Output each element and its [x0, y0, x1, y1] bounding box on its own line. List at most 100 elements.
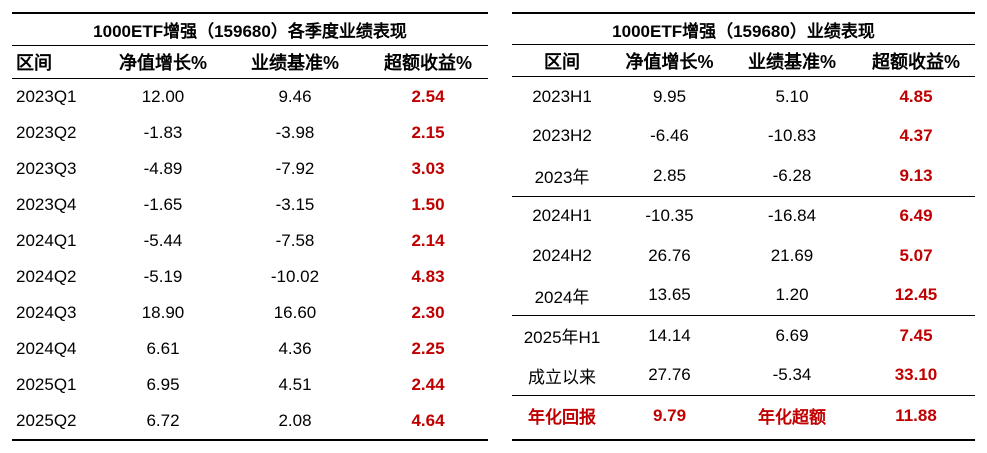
period-cell: 2024Q2: [16, 267, 77, 286]
nav-growth-cell: 6.72: [146, 411, 180, 430]
halfyear-table-title: 1000ETF增强（159680）业绩表现: [612, 21, 875, 41]
period-cell: 2023Q1: [16, 87, 77, 106]
benchmark-cell: 5.10: [775, 86, 809, 106]
nav-growth-cell: -10.35: [645, 206, 694, 226]
benchmark-cell: -5.34: [772, 365, 812, 385]
table-row: 2023Q1 12.00 9.46 2.54: [12, 79, 488, 115]
excess-return-cell: 2.44: [411, 375, 445, 394]
excess-return-cell: 2.30: [411, 303, 445, 322]
excess-return-cell: 5.07: [899, 245, 933, 265]
nav-growth-cell: 9.95: [652, 86, 687, 106]
header-excess-return: 超额收益%: [383, 53, 472, 73]
period-cell: 2025Q2: [16, 411, 77, 430]
halfyear-performance-table: 1000ETF增强（159680）业绩表现 区间 净值增长% 业绩基准% 超额收…: [512, 12, 975, 441]
nav-growth-cell: -1.83: [143, 123, 183, 142]
excess-return-cell: 9.13: [899, 165, 933, 185]
benchmark-cell: 2.08: [278, 411, 312, 430]
excess-return-cell: 7.45: [899, 325, 933, 345]
excess-return-cell: 2.54: [411, 87, 445, 106]
excess-return-cell: 4.85: [899, 86, 933, 106]
header-interval: 区间: [16, 53, 52, 73]
quarterly-table-title: 1000ETF增强（159680）各季度业绩表现: [93, 22, 407, 41]
benchmark-cell: -10.83: [767, 126, 817, 146]
nav-growth-cell: -4.89: [143, 159, 183, 178]
header-interval: 区间: [544, 51, 580, 72]
nav-growth-cell: -5.19: [143, 267, 183, 286]
period-cell: 2023Q4: [16, 195, 77, 214]
period-cell: 2023Q2: [16, 123, 77, 142]
period-cell: 2024Q4: [16, 339, 77, 358]
table-row: 2024Q4 6.61 4.36 2.25: [12, 331, 488, 367]
period-cell: 2024H2: [532, 245, 592, 265]
benchmark-cell: -10.02: [270, 267, 320, 286]
benchmark-cell: 6.69: [775, 325, 809, 345]
annualized-return-value: 9.79: [652, 405, 687, 425]
benchmark-cell: 4.51: [278, 375, 312, 394]
table-row: 2023Q4 -1.65 -3.15 1.50: [12, 187, 488, 223]
nav-growth-cell: 6.95: [146, 375, 180, 394]
nav-growth-cell: -1.65: [143, 195, 183, 214]
header-benchmark: 业绩基准%: [250, 53, 339, 73]
benchmark-cell: 4.36: [278, 339, 312, 358]
benchmark-cell: -3.98: [275, 123, 315, 142]
nav-growth-cell: 18.90: [141, 303, 185, 322]
table-row: 2025Q2 6.72 2.08 4.64: [12, 403, 488, 439]
benchmark-cell: 21.69: [770, 245, 814, 265]
summary-row: 年化回报 9.79 年化超额 11.88: [512, 395, 975, 436]
table-row: 2024H1 -10.35 -16.84 6.49: [512, 195, 975, 237]
header-benchmark: 业绩基准%: [747, 51, 836, 72]
table-row: 2024年 13.65 1.20 12.45: [512, 276, 975, 316]
header-excess-return: 超额收益%: [871, 51, 960, 72]
excess-return-cell: 2.15: [411, 123, 445, 142]
period-cell: 2024年: [534, 287, 590, 307]
nav-growth-cell: -6.46: [650, 126, 689, 146]
table-row: 2023Q3 -4.89 -7.92 3.03: [12, 151, 488, 187]
excess-return-cell: 4.64: [411, 411, 445, 430]
period-cell: 2023H1: [532, 86, 592, 106]
excess-return-cell: 1.50: [411, 195, 445, 214]
nav-growth-cell: 27.76: [648, 365, 691, 385]
benchmark-cell: -7.92: [275, 159, 315, 178]
benchmark-cell: -6.28: [772, 165, 812, 185]
table-row: 成立以来 27.76 -5.34 33.10: [512, 356, 975, 396]
table-row: 2025Q1 6.95 4.51 2.44: [12, 367, 488, 403]
excess-return-cell: 4.83: [411, 267, 445, 286]
nav-growth-cell: 2.85: [652, 165, 687, 185]
annualized-excess-value: 11.88: [895, 405, 937, 425]
period-cell: 2023H2: [532, 126, 592, 146]
period-cell: 2023年: [534, 168, 590, 188]
period-cell: 2025Q1: [16, 375, 77, 394]
nav-growth-cell: 12.00: [141, 87, 185, 106]
excess-return-cell: 6.49: [899, 206, 933, 226]
period-cell: 2024Q3: [16, 303, 77, 322]
benchmark-cell: -7.58: [275, 231, 315, 250]
excess-return-cell: 12.45: [894, 285, 938, 305]
nav-growth-cell: -5.44: [143, 231, 183, 250]
excess-return-cell: 3.03: [411, 159, 445, 178]
excess-return-cell: 4.37: [899, 126, 933, 146]
period-cell: 2025年H1: [523, 328, 601, 348]
annualized-excess-label: 年化超额: [758, 408, 826, 428]
table-row: 2023H2 -6.46 -10.83 4.37: [512, 117, 975, 157]
table-row: 2023H1 9.95 5.10 4.85: [512, 77, 975, 117]
benchmark-cell: 1.20: [775, 285, 809, 305]
table-row: 2024Q1 -5.44 -7.58 2.14: [12, 223, 488, 259]
table-row: 2024Q2 -5.19 -10.02 4.83: [12, 259, 488, 295]
period-cell: 2023Q3: [16, 159, 77, 178]
header-nav-growth: 净值增长%: [118, 53, 207, 73]
benchmark-cell: -16.84: [767, 206, 817, 226]
table-row: 2023年 2.85 -6.28 9.13: [512, 156, 975, 196]
table-row: 2023Q2 -1.83 -3.98 2.15: [12, 115, 488, 151]
excess-return-cell: 33.10: [894, 365, 938, 385]
nav-growth-cell: 13.65: [648, 285, 691, 305]
nav-growth-cell: 6.61: [146, 339, 180, 358]
period-cell: 成立以来: [528, 367, 596, 387]
excess-return-cell: 2.25: [411, 339, 445, 358]
benchmark-cell: 9.46: [278, 87, 312, 106]
table-row: 2024H2 26.76 21.69 5.07: [512, 236, 975, 276]
halfyear-table-header: 区间 净值增长% 业绩基准% 超额收益%: [512, 44, 975, 77]
annualized-return-label: 年化回报: [528, 408, 596, 428]
benchmark-cell: -3.15: [275, 195, 315, 214]
table-row: 2025年H1 14.14 6.69 7.45: [512, 315, 975, 356]
header-nav-growth: 净值增长%: [625, 51, 714, 72]
